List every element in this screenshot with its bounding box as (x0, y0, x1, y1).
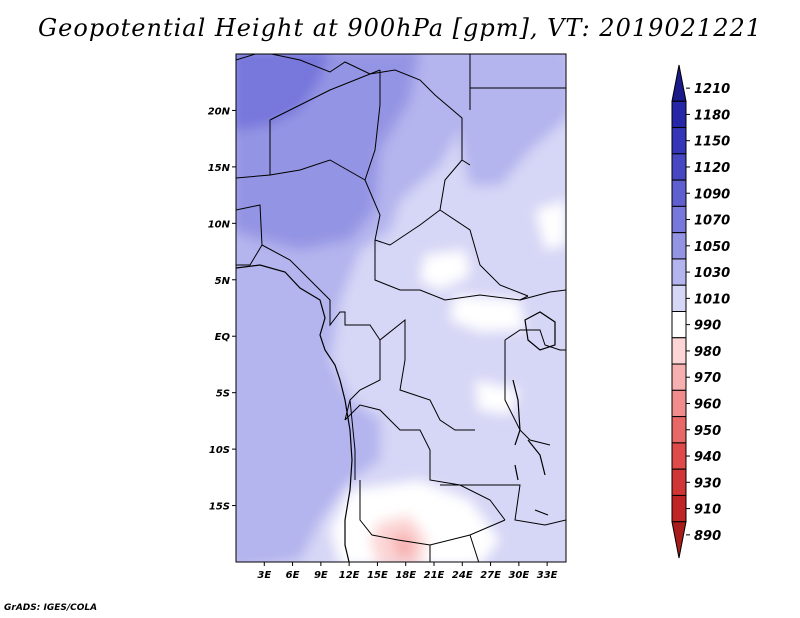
colorbar-label: 1050 (694, 240, 730, 255)
colorbar-swatch (671, 468, 687, 496)
country-borders (236, 54, 566, 562)
colorbar-swatch (671, 389, 687, 418)
colorbar-label: 960 (694, 397, 721, 412)
colorbar-label: 950 (694, 424, 721, 439)
lat-tick-label: 20N (208, 106, 231, 117)
map-panel (236, 54, 566, 562)
colorbar-swatch (671, 363, 687, 391)
colorbar-label: 990 (694, 319, 721, 334)
colorbar-swatch (671, 311, 687, 339)
colorbar-label: 970 (694, 371, 721, 386)
colorbar-label: 1090 (694, 187, 730, 202)
lon-tick-label: 15E (367, 570, 388, 581)
colorbar-label: 1010 (694, 292, 730, 307)
lat-tick-label: 15S (209, 502, 230, 513)
chart-title: Geopotential Height at 900hPa [gpm], VT:… (38, 14, 762, 42)
colorbar-label: 910 (694, 503, 721, 518)
longitude-axis: 3E 6E 9E 12E 15E 18E 21E 24E 27E 30E 33E (257, 562, 558, 581)
colorbar-label: 980 (694, 345, 721, 360)
colorbar-label: 1070 (694, 214, 730, 229)
colorbar-swatch (671, 100, 687, 129)
colorbar-bottom-arrow (671, 521, 687, 559)
colorbar-top-arrow (671, 64, 687, 102)
lon-tick-label: 24E (452, 570, 473, 581)
lon-tick-label: 9E (314, 570, 328, 581)
colorbar-swatch (671, 284, 687, 313)
colorbar: 1210 1180 1150 1120 1090 1070 1050 1030 1010 990 9… (671, 64, 730, 559)
colorbar-swatch (671, 127, 687, 155)
grads-credit: GrADS: IGES/COLA (4, 603, 98, 613)
colorbar-swatch (671, 153, 687, 181)
colorbar-label: 930 (694, 476, 721, 491)
lat-tick-label: 5N (215, 276, 231, 287)
lon-tick-label: 30E (508, 570, 529, 581)
colorbar-swatch (671, 179, 687, 207)
lat-tick-label: 10S (209, 445, 230, 456)
colorbar-label: 890 (694, 529, 721, 544)
colorbar-swatch (671, 416, 687, 444)
coastline (236, 264, 353, 562)
colorbar-label: 1030 (694, 266, 730, 281)
lat-tick-label: EQ (215, 332, 231, 343)
lat-tick-label: 5S (216, 389, 230, 400)
colorbar-label: 940 (694, 450, 721, 465)
lon-tick-label: 18E (395, 570, 416, 581)
colorbar-swatch (671, 205, 687, 234)
lat-tick-label: 10N (208, 219, 231, 230)
colorbar-swatch (671, 258, 687, 286)
lon-tick-label: 3E (257, 570, 271, 581)
colorbar-swatch (671, 442, 687, 470)
lon-tick-label: 6E (286, 570, 300, 581)
colorbar-swatch (671, 232, 687, 260)
colorbar-swatch (671, 494, 687, 523)
lon-tick-label: 33E (537, 570, 558, 581)
colorbar-swatch (671, 337, 687, 365)
lat-tick-label: 15N (208, 163, 231, 174)
colorbar-label: 1120 (694, 161, 730, 176)
latitude-axis: 20N 15N 10N 5N EQ 5S 10S 15S (208, 106, 236, 513)
map-frame (235, 53, 567, 563)
great-lakes (512, 311, 556, 516)
lon-tick-label: 21E (424, 570, 445, 581)
lon-tick-label: 27E (480, 570, 501, 581)
lon-tick-label: 12E (339, 570, 360, 581)
colorbar-label: 1150 (694, 135, 730, 150)
colorbar-label: 1210 (694, 82, 730, 97)
colorbar-label: 1180 (694, 108, 730, 123)
